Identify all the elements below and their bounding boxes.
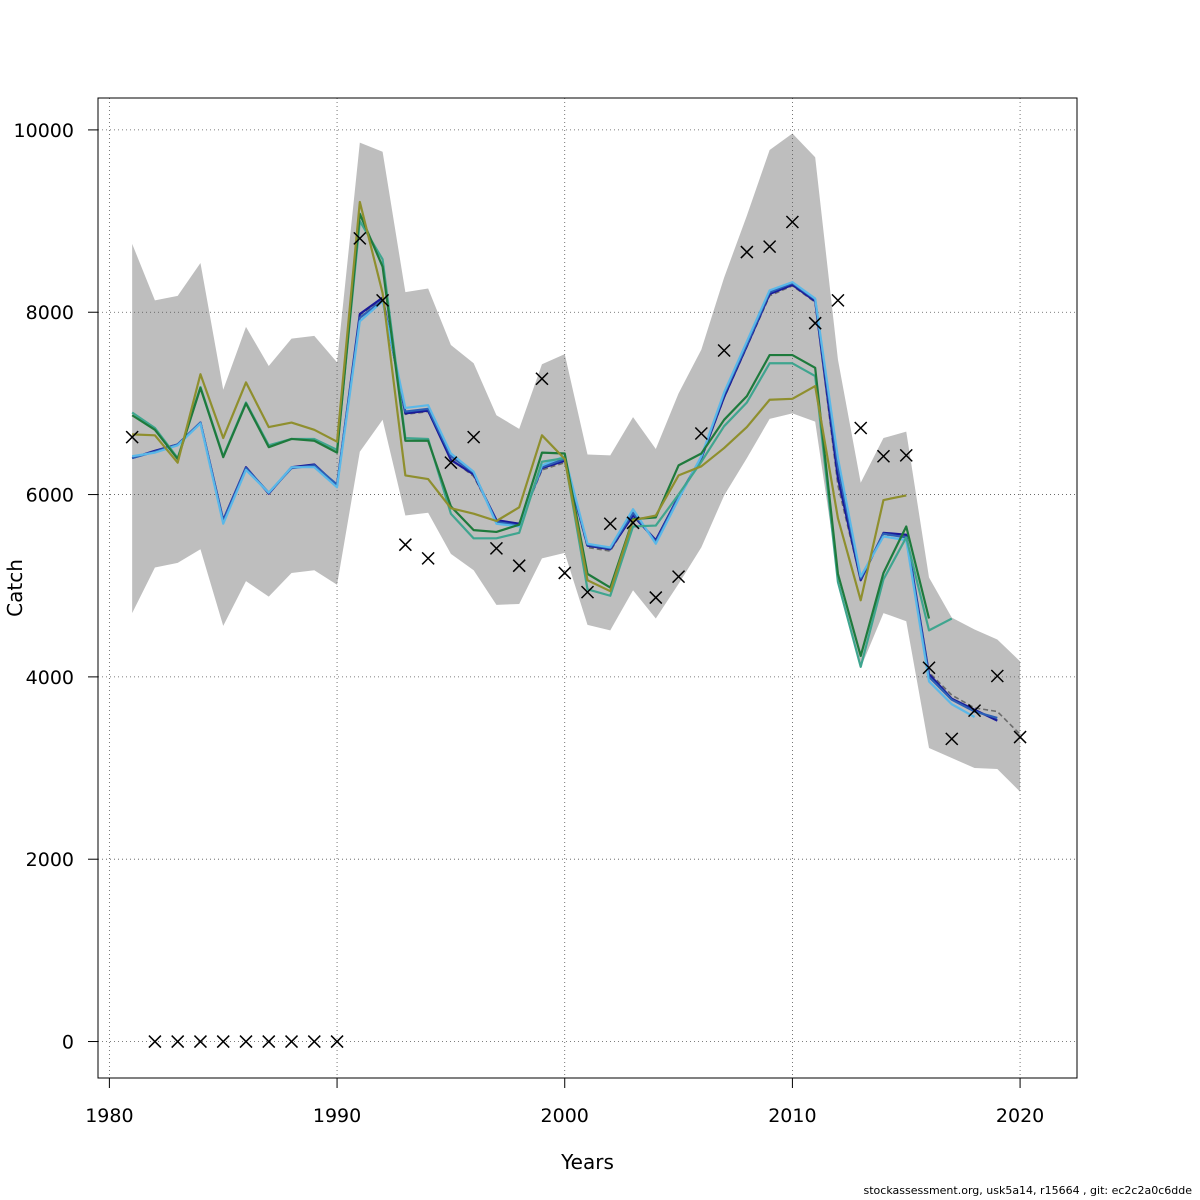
observation-point [489, 541, 503, 555]
observation-point [193, 1034, 207, 1049]
observation-point [968, 704, 982, 718]
observation-point [171, 1034, 185, 1049]
observation-point [876, 449, 891, 463]
observations-layer [125, 215, 1027, 1049]
observation-point [535, 372, 549, 386]
x-tick-label: 2020 [996, 1105, 1044, 1127]
observation-point [717, 343, 731, 358]
observation-point [990, 669, 1004, 683]
observation-point [694, 426, 708, 441]
y-tick-label: 10000 [14, 120, 74, 142]
observation-point [603, 517, 617, 531]
observation-point [763, 240, 777, 254]
y-tick-label: 0 [62, 1032, 74, 1054]
axis-layer: 1980 1990 2000 2010 2020 0 2000 4000 6000 8000 100… [14, 120, 1045, 1127]
x-tick-label: 2000 [541, 1105, 589, 1127]
y-tick-label: 4000 [26, 667, 74, 689]
observation-point [1013, 730, 1027, 744]
observation-point [444, 456, 458, 470]
observation-point [899, 448, 913, 462]
confidence-band-layer [132, 133, 1021, 792]
series-line-7 [132, 200, 907, 602]
observation-point [148, 1034, 162, 1049]
observation-point [649, 591, 663, 605]
observation-point [945, 732, 959, 746]
observation-point [831, 293, 845, 307]
observation-point [467, 430, 481, 444]
observation-point [854, 421, 868, 435]
series-layer [131, 200, 1021, 735]
observation-point [740, 245, 754, 259]
observation-point [421, 551, 435, 565]
y-tick-label: 2000 [26, 849, 74, 871]
confidence-band [132, 133, 1021, 792]
y-tick-label: 8000 [26, 302, 74, 324]
observation-point [398, 538, 412, 552]
observation-point [785, 215, 799, 229]
observation-point [216, 1034, 230, 1049]
y-axis-label: Catch [3, 559, 27, 617]
x-tick-label: 2010 [768, 1105, 816, 1127]
observation-point [284, 1034, 299, 1049]
observation-point [626, 516, 640, 530]
y-tick-label: 6000 [26, 485, 74, 507]
observation-point [239, 1034, 253, 1049]
observation-point [558, 566, 572, 580]
observation-point [580, 585, 595, 599]
footer-credit: stockassessment.org, usk5a14, r15664 , g… [863, 1184, 1192, 1197]
grid-layer [98, 98, 1077, 1078]
observation-point [512, 559, 526, 573]
observation-point [376, 293, 390, 307]
x-axis-label: Years [560, 1150, 614, 1174]
observation-point [808, 316, 822, 330]
observation-point [922, 661, 936, 675]
observation-point [307, 1034, 321, 1049]
observation-point [353, 231, 367, 245]
observation-point [262, 1034, 276, 1049]
observation-point [330, 1034, 344, 1049]
observation-point [125, 430, 139, 444]
series-line-6 [131, 212, 931, 658]
x-tick-label: 1980 [85, 1105, 133, 1127]
observation-point [672, 570, 686, 584]
x-tick-label: 1990 [313, 1105, 361, 1127]
